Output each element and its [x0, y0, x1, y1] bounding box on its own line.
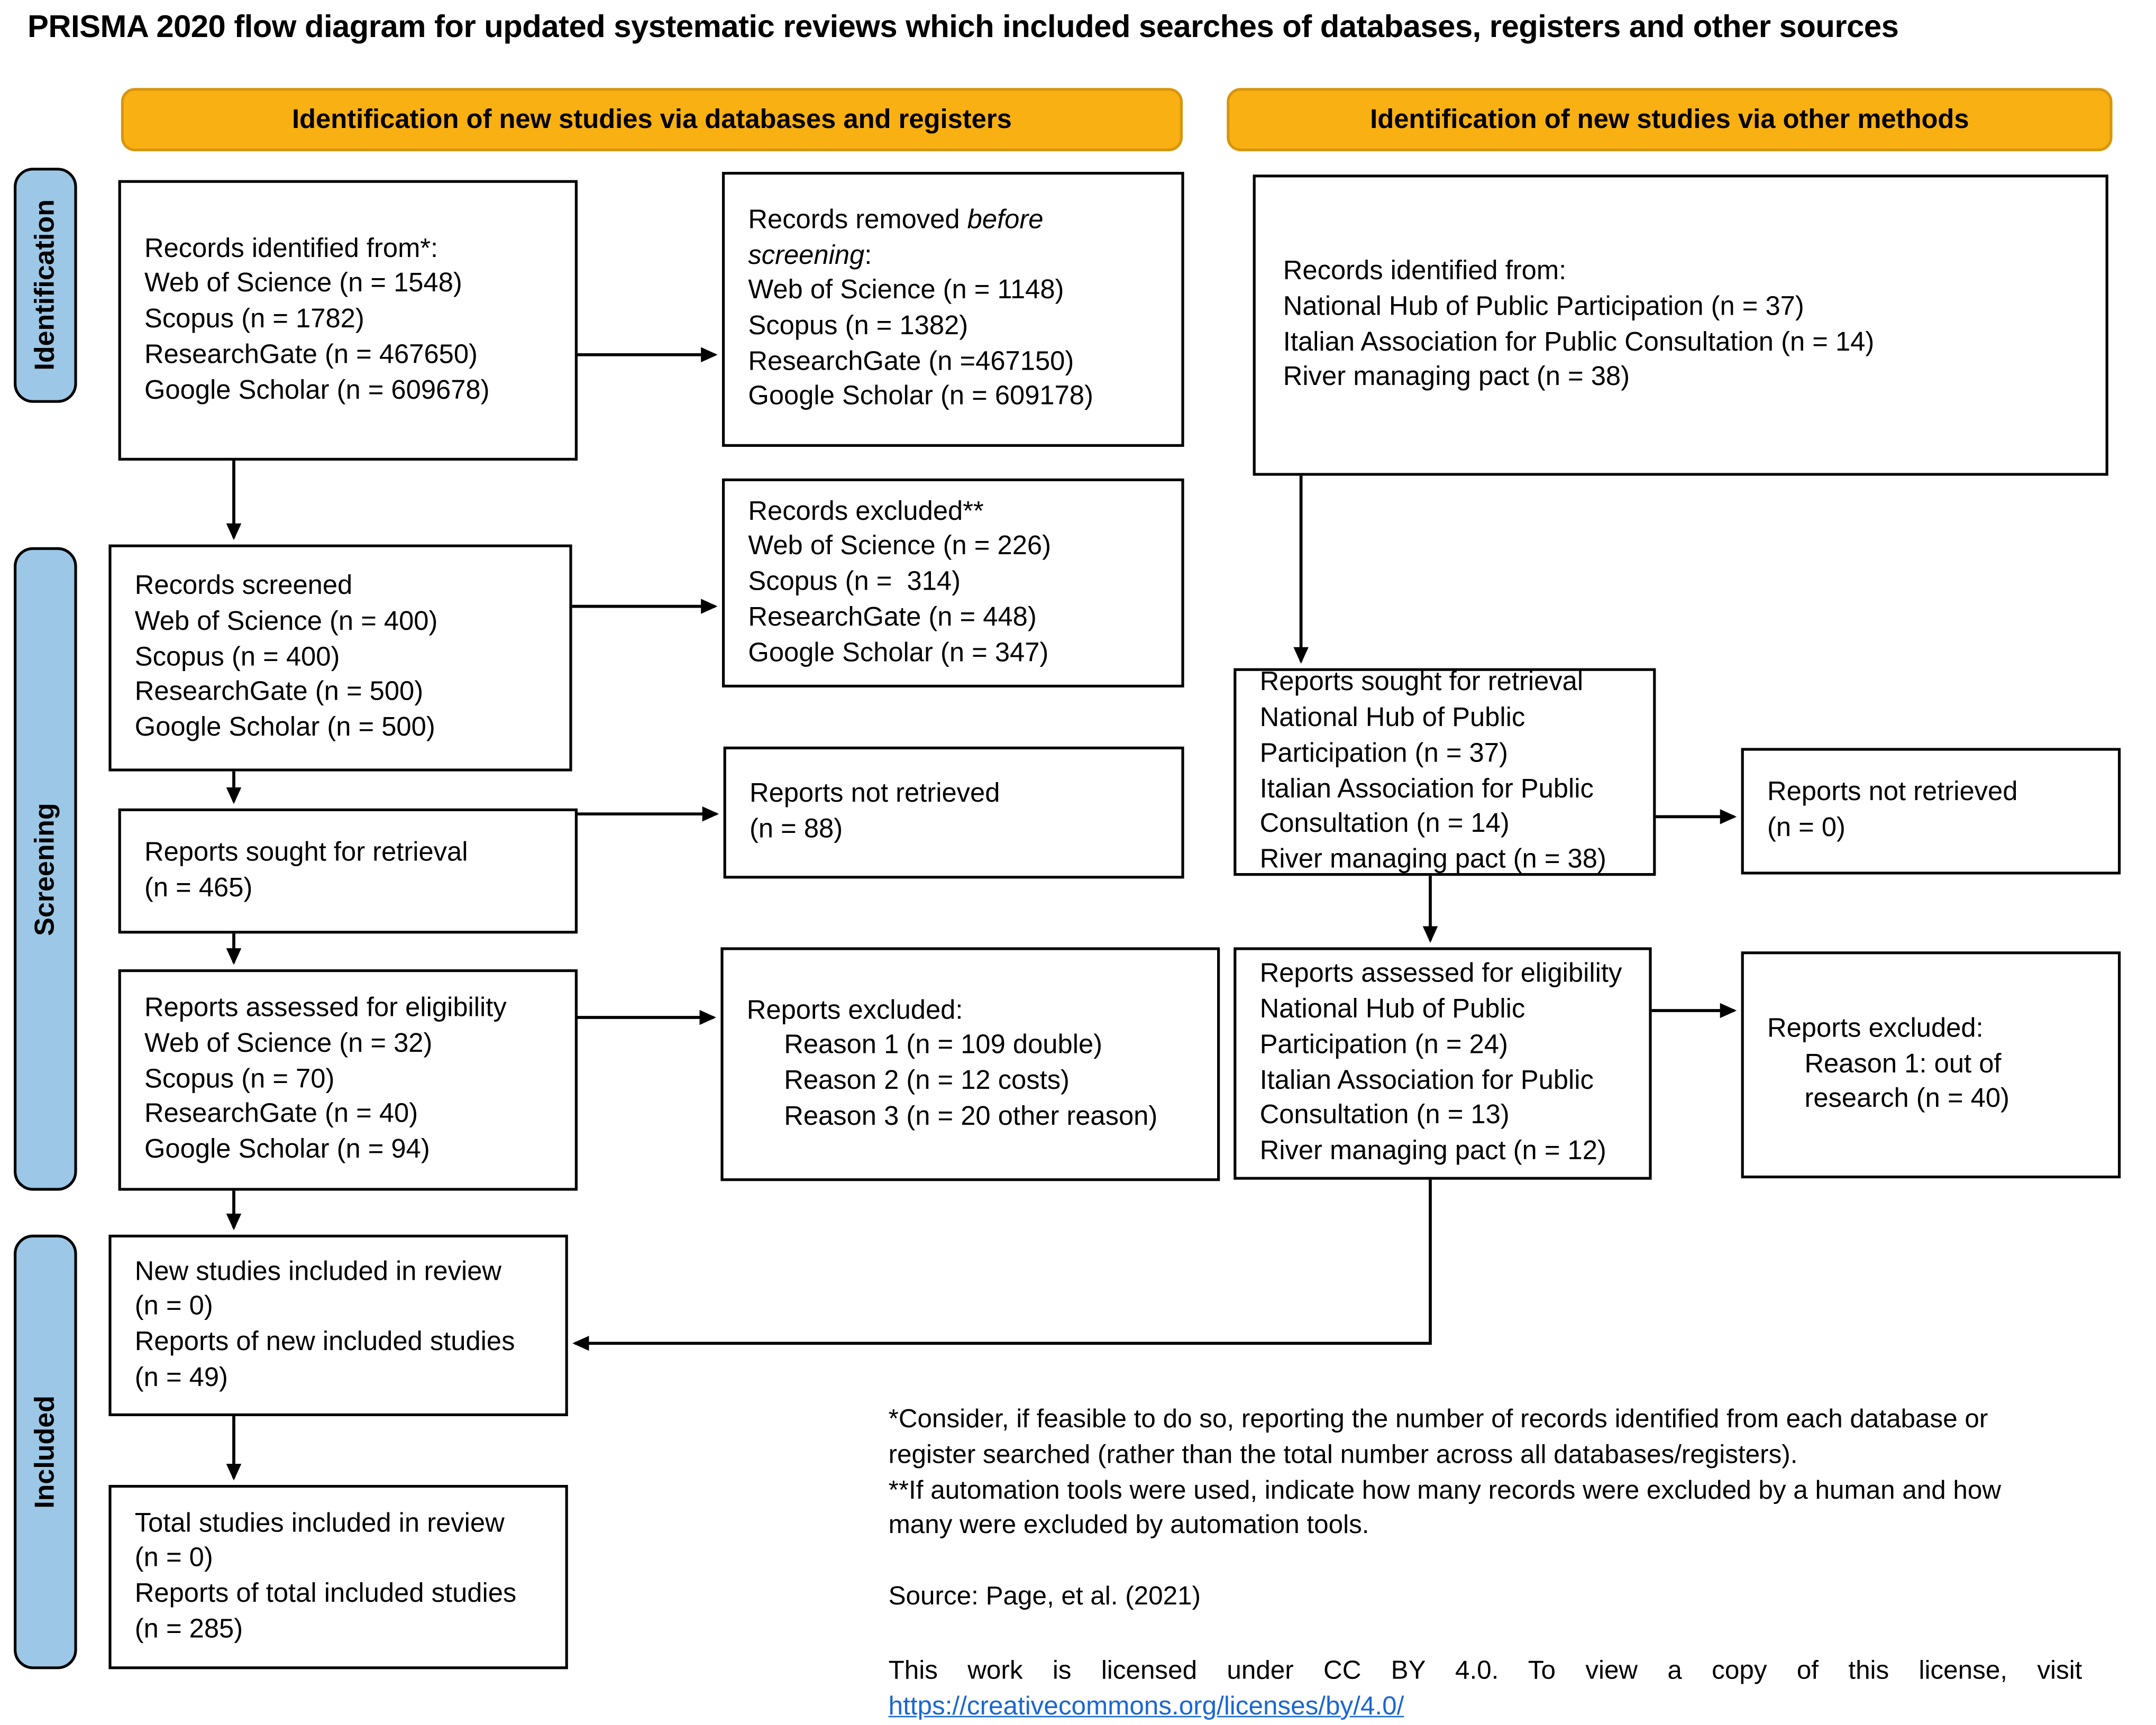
- box-new-studies-included-text: New studies included in review (n = 0) R…: [134, 1256, 515, 1393]
- box-reports-sought-other-text: Reports sought for retrieval National Hu…: [1259, 667, 1606, 875]
- stage-identification: Identification: [14, 168, 77, 403]
- box-records-screened: Records screened Web of Science (n = 400…: [108, 544, 572, 772]
- box-reports-not-retrieved-databases-text: Reports not retrieved (n = 88): [750, 778, 1000, 845]
- box-total-studies-included: Total studies included in review (n = 0)…: [108, 1485, 568, 1669]
- box-records-identified-other-text: Records identified from: National Hub of…: [1283, 255, 1875, 392]
- records-removed-text: Records removed: [748, 204, 967, 235]
- page-title: PRISMA 2020 flow diagram for updated sys…: [28, 8, 1899, 44]
- box-new-studies-included: New studies included in review (n = 0) R…: [108, 1234, 568, 1416]
- box-total-studies-included-text: Total studies included in review (n = 0)…: [134, 1507, 517, 1644]
- header-databases-registers: Identification of new studies via databa…: [121, 88, 1183, 151]
- footnote-asterisk: *Consider, if feasible to do so, reporti…: [888, 1405, 1988, 1470]
- box-reports-assessed-databases: Reports assessed for eligibility Web of …: [118, 969, 578, 1191]
- source-citation: Source: Page, et al. (2021): [888, 1583, 1201, 1612]
- box-reports-assessed-other-text: Reports assessed for eligibility Nationa…: [1259, 958, 1622, 1166]
- box-records-excluded-text: Records excluded** Web of Science (n = 2…: [748, 496, 1052, 668]
- box-reports-excluded-other: Reports excluded: Reason 1: out of resea…: [1741, 951, 2121, 1179]
- box-records-removed-before-screening: Records removed before screening: Web of …: [722, 172, 1184, 447]
- box-reports-not-retrieved-other-text: Reports not retrieved (n = 0): [1767, 777, 2018, 843]
- header-other-methods-label: Identification of new studies via other …: [1370, 104, 1969, 134]
- box-reports-sought-databases-text: Reports sought for retrieval (n = 465): [144, 837, 468, 903]
- footnotes: *Consider, if feasible to do so, reporti…: [889, 1402, 2082, 1725]
- box-reports-sought-other: Reports sought for retrieval National Hu…: [1234, 667, 1656, 876]
- license-text: This work is licensed under CC BY 4.0. T…: [888, 1657, 2082, 1686]
- box-reports-not-retrieved-other: Reports not retrieved (n = 0): [1741, 748, 2121, 875]
- stage-screening: Screening: [14, 547, 77, 1191]
- box-records-identified-databases: Records identified from*: Web of Science…: [118, 180, 578, 461]
- stage-included: Included: [14, 1234, 77, 1669]
- license-statement: This work is licensed under CC BY 4.0. T…: [889, 1654, 2082, 1690]
- license-link-row: https://creativecommons.org/licenses/by/…: [889, 1690, 2082, 1725]
- box-reports-excluded-databases-text: Reports excluded: Reason 1 (n = 109 doub…: [746, 995, 1158, 1132]
- footnote-double-asterisk: **If automation tools were used, indicat…: [888, 1476, 2002, 1541]
- box-reports-not-retrieved-databases: Reports not retrieved (n = 88): [723, 746, 1184, 879]
- box-reports-assessed-other: Reports assessed for eligibility Nationa…: [1234, 947, 1652, 1180]
- header-databases-label: Identification of new studies via databa…: [291, 104, 1012, 134]
- box-records-identified-databases-text: Records identified from*: Web of Science…: [144, 233, 490, 405]
- box-records-excluded: Records excluded** Web of Science (n = 2…: [722, 478, 1184, 687]
- records-removed-counts: Web of Science (n = 1148) Scopus (n = 13…: [748, 275, 1093, 412]
- license-link[interactable]: https://creativecommons.org/licenses/by/…: [888, 1692, 1404, 1722]
- arrow-assessed-other-to-new-included: [572, 1179, 1432, 1351]
- records-removed-colon: :: [864, 240, 872, 270]
- header-other-methods: Identification of new studies via other …: [1227, 88, 2113, 151]
- records-removed-italic-text: before screening: [748, 204, 1044, 270]
- box-reports-excluded-other-text: Reports excluded: Reason 1: out of resea…: [1767, 1013, 2009, 1114]
- stage-identification-label: Identification: [29, 199, 60, 371]
- stage-included-label: Included: [29, 1395, 60, 1509]
- box-reports-assessed-databases-text: Reports assessed for eligibility Web of …: [144, 993, 507, 1165]
- box-reports-sought-databases: Reports sought for retrieval (n = 465): [118, 808, 578, 934]
- box-reports-excluded-databases: Reports excluded: Reason 1 (n = 109 doub…: [720, 947, 1220, 1181]
- box-records-screened-text: Records screened Web of Science (n = 400…: [134, 571, 438, 743]
- stage-screening-label: Screening: [29, 802, 60, 935]
- box-records-identified-other: Records identified from: National Hub of…: [1253, 175, 2108, 476]
